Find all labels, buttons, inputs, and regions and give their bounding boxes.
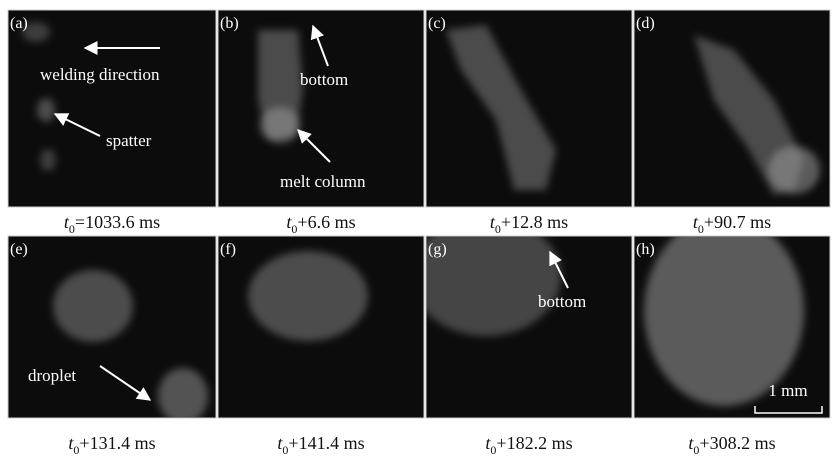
caption-text: +182.2 ms	[496, 433, 572, 453]
blobs	[644, 216, 804, 406]
figure: (a) t0=1033.6 ms (b) t0+6.6 ms (c) t0+12.8 ms…	[0, 0, 832, 459]
panel: (a)	[8, 10, 216, 207]
annotation: bottom	[300, 70, 348, 89]
blob	[158, 368, 208, 424]
blob	[768, 146, 820, 194]
annotation: droplet	[28, 366, 76, 385]
caption-text: +6.6 ms	[297, 212, 355, 232]
panel-label: (e)	[10, 241, 28, 258]
panel-label: (d)	[636, 15, 655, 32]
caption: t0+182.2 ms	[485, 433, 572, 457]
blobs	[248, 251, 368, 341]
caption: t0+12.8 ms	[490, 212, 568, 236]
annotation: welding direction	[40, 65, 160, 84]
scale-bar-label: 1 mm	[768, 381, 807, 400]
blob	[40, 149, 56, 171]
panel: (d)	[634, 10, 830, 207]
blob	[644, 216, 804, 406]
panel: (f)	[218, 236, 424, 418]
panel-label: (c)	[428, 15, 446, 32]
panel-label: (g)	[428, 241, 447, 258]
blob	[248, 251, 368, 341]
caption-text: +12.8 ms	[501, 212, 568, 232]
panel-label: (b)	[220, 15, 239, 32]
blobs	[411, 216, 561, 336]
annotation: bottom	[538, 292, 586, 311]
blob	[37, 98, 55, 122]
panel-label: (f)	[220, 241, 236, 258]
caption: t0+308.2 ms	[688, 433, 775, 457]
caption-text: =1033.6 ms	[75, 212, 160, 232]
annotation: spatter	[106, 131, 152, 150]
caption: t0+90.7 ms	[693, 212, 771, 236]
panel-label: (h)	[636, 241, 655, 258]
caption: t0+141.4 ms	[277, 433, 364, 457]
blob	[260, 107, 300, 143]
panel-label: (a)	[10, 15, 28, 32]
caption-text: +141.4 ms	[288, 433, 364, 453]
caption: t0=1033.6 ms	[64, 212, 160, 236]
panel: (c)	[426, 10, 632, 207]
blobs	[258, 30, 303, 143]
caption: t0+6.6 ms	[286, 212, 355, 236]
panel: (e)	[8, 236, 216, 424]
annotation: melt column	[280, 172, 366, 191]
caption-text: +308.2 ms	[699, 433, 775, 453]
caption: t0+131.4 ms	[68, 433, 155, 457]
panel: (g)	[411, 216, 632, 418]
caption-text: +90.7 ms	[704, 212, 771, 232]
blob	[53, 270, 133, 342]
caption-text: +131.4 ms	[79, 433, 155, 453]
blob	[411, 216, 561, 336]
